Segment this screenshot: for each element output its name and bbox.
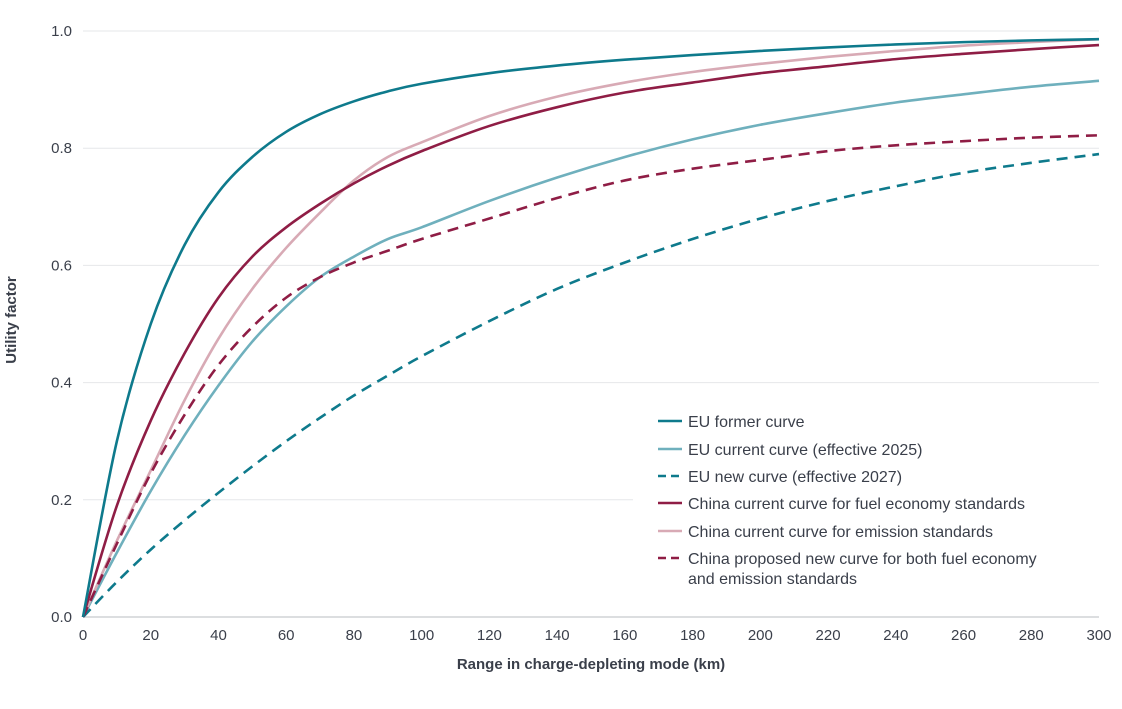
legend-label: and emission standards xyxy=(688,571,857,588)
x-tick-label: 20 xyxy=(142,627,159,644)
y-axis-title: Utility factor xyxy=(3,276,20,364)
legend-label: China proposed new curve for both fuel e… xyxy=(688,551,1037,568)
series-line-1 xyxy=(81,37,1100,618)
x-tick-label: 0 xyxy=(79,627,87,644)
series-lines xyxy=(81,37,1100,618)
x-tick-label: 200 xyxy=(748,627,773,644)
x-tick-label: 180 xyxy=(680,627,705,644)
series-line-4 xyxy=(81,43,1100,618)
y-tick-label: 1.0 xyxy=(51,23,72,40)
series-line-5 xyxy=(81,37,1100,618)
series-line-6 xyxy=(81,134,1100,618)
x-tick-label: 240 xyxy=(883,627,908,644)
x-axis-ticks: 0 20 40 60 80 100 120 140 160 180 200 220 240 260 280 3… xyxy=(79,627,1112,644)
y-tick-label: 0.6 xyxy=(51,257,72,274)
gridlines xyxy=(83,30,1099,618)
x-tick-label: 120 xyxy=(477,627,502,644)
x-tick-label: 100 xyxy=(409,627,434,644)
legend-label: EU former curve xyxy=(688,414,805,431)
x-axis-title: Range in charge-depleting mode (km) xyxy=(457,656,725,673)
series-line-2 xyxy=(81,79,1100,618)
x-tick-label: 60 xyxy=(278,627,295,644)
x-tick-label: 140 xyxy=(545,627,570,644)
y-tick-label: 0.2 xyxy=(51,492,72,509)
x-tick-label: 40 xyxy=(210,627,227,644)
x-tick-label: 220 xyxy=(816,627,841,644)
y-tick-label: 0.0 xyxy=(51,609,72,626)
legend-label: China current curve for fuel economy sta… xyxy=(688,496,1025,513)
y-tick-label: 0.8 xyxy=(51,140,72,157)
x-tick-label: 160 xyxy=(612,627,637,644)
x-tick-label: 80 xyxy=(346,627,363,644)
legend-label: EU new curve (effective 2027) xyxy=(688,469,902,486)
legend-label: China current curve for emission standar… xyxy=(688,524,993,541)
legend-background xyxy=(633,404,1103,594)
x-tick-label: 260 xyxy=(951,627,976,644)
legend: EU former curve EU current curve (effecti… xyxy=(633,404,1103,594)
legend-label: EU current curve (effective 2025) xyxy=(688,442,922,459)
x-tick-label: 300 xyxy=(1086,627,1111,644)
y-axis-ticks: 0.0 0.2 0.4 0.6 0.8 1.0 xyxy=(51,23,72,626)
series-line-3 xyxy=(82,152,1100,618)
x-tick-label: 280 xyxy=(1019,627,1044,644)
y-tick-label: 0.4 xyxy=(51,375,72,392)
